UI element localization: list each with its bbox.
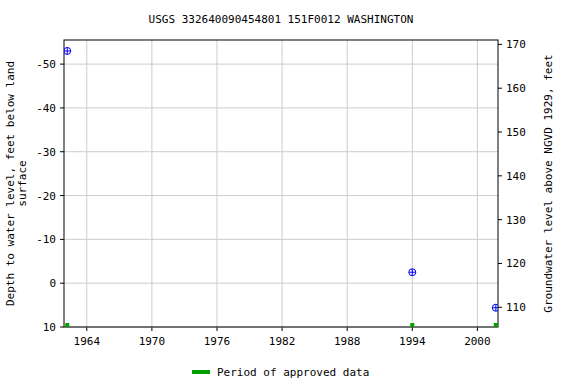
marks <box>64 47 498 327</box>
marker-circle <box>409 269 416 276</box>
tick-label: 1976 <box>204 335 231 348</box>
tick <box>60 151 64 152</box>
tick-label: -50 <box>36 58 56 71</box>
grid-line <box>151 40 152 327</box>
tick-label: -30 <box>36 146 56 159</box>
tick <box>60 327 64 328</box>
tick <box>412 327 413 331</box>
tick-label: 1970 <box>139 335 166 348</box>
tick <box>498 307 502 308</box>
tick-label: 2000 <box>464 335 491 348</box>
tick <box>151 327 152 331</box>
tick <box>86 327 87 331</box>
title: USGS 332640090454801 151F0012 WASHINGTON <box>149 13 414 26</box>
tick-label: 110 <box>506 301 526 314</box>
approved-marker <box>494 323 498 327</box>
tick <box>498 88 502 89</box>
tick-label: 1982 <box>269 335 296 348</box>
data-point <box>64 47 71 54</box>
tick-label: -40 <box>36 102 56 115</box>
tick-label: 140 <box>506 170 526 183</box>
tick-label: -10 <box>36 233 56 246</box>
tick <box>498 44 502 45</box>
tick-label: 1994 <box>399 335 426 348</box>
grid-line <box>282 40 283 327</box>
grid-line <box>216 40 217 327</box>
tick-label: 170 <box>506 38 526 51</box>
data-point <box>409 269 416 276</box>
tick <box>60 195 64 196</box>
tick-label: 160 <box>506 82 526 95</box>
grid-line <box>64 195 498 196</box>
legend-label: Period of approved data <box>217 366 369 379</box>
tick <box>282 327 283 331</box>
tick <box>498 132 502 133</box>
axis-label: Depth to water level, feet below landsur… <box>4 61 29 306</box>
grid-line <box>64 239 498 240</box>
grid-line <box>64 64 498 65</box>
tick-label: 10 <box>43 321 56 334</box>
grid-line <box>64 151 498 152</box>
marker-cross <box>67 47 68 54</box>
marker-cross <box>412 269 413 276</box>
tick <box>60 64 64 65</box>
tick <box>60 107 64 108</box>
grid-line <box>86 40 87 327</box>
tick-label: 0 <box>49 277 56 290</box>
tick <box>347 327 348 331</box>
plot-frame <box>64 40 498 327</box>
tick <box>498 219 502 220</box>
data-point <box>492 304 498 311</box>
grid-line <box>347 40 348 327</box>
tick <box>60 283 64 284</box>
tick-label: 120 <box>506 257 526 270</box>
tick-label: 150 <box>506 126 526 139</box>
grid-line <box>477 40 478 327</box>
tick <box>498 263 502 264</box>
tick <box>216 327 217 331</box>
marker-circle <box>64 47 71 54</box>
approved-marker <box>65 323 69 327</box>
legend-swatch <box>192 370 210 374</box>
grid-line <box>64 283 498 284</box>
chart: USGS 332640090454801 151F0012 WASHINGTON… <box>0 0 576 384</box>
tick-label: -20 <box>36 190 56 203</box>
approved-marker <box>410 323 414 327</box>
marker-cross <box>492 307 498 308</box>
grid-line <box>412 40 413 327</box>
grid-line <box>64 107 498 108</box>
tick <box>60 239 64 240</box>
tick-label: 1988 <box>334 335 361 348</box>
marker-circle <box>492 304 498 311</box>
marker-cross <box>495 304 496 311</box>
axis-label-line: surface <box>16 160 29 206</box>
tick-label: 1964 <box>74 335 101 348</box>
tick <box>498 175 502 176</box>
tick-label: 130 <box>506 214 526 227</box>
axis-label: Groundwater level above NGVD 1929, feet <box>542 54 555 312</box>
tick <box>477 327 478 331</box>
